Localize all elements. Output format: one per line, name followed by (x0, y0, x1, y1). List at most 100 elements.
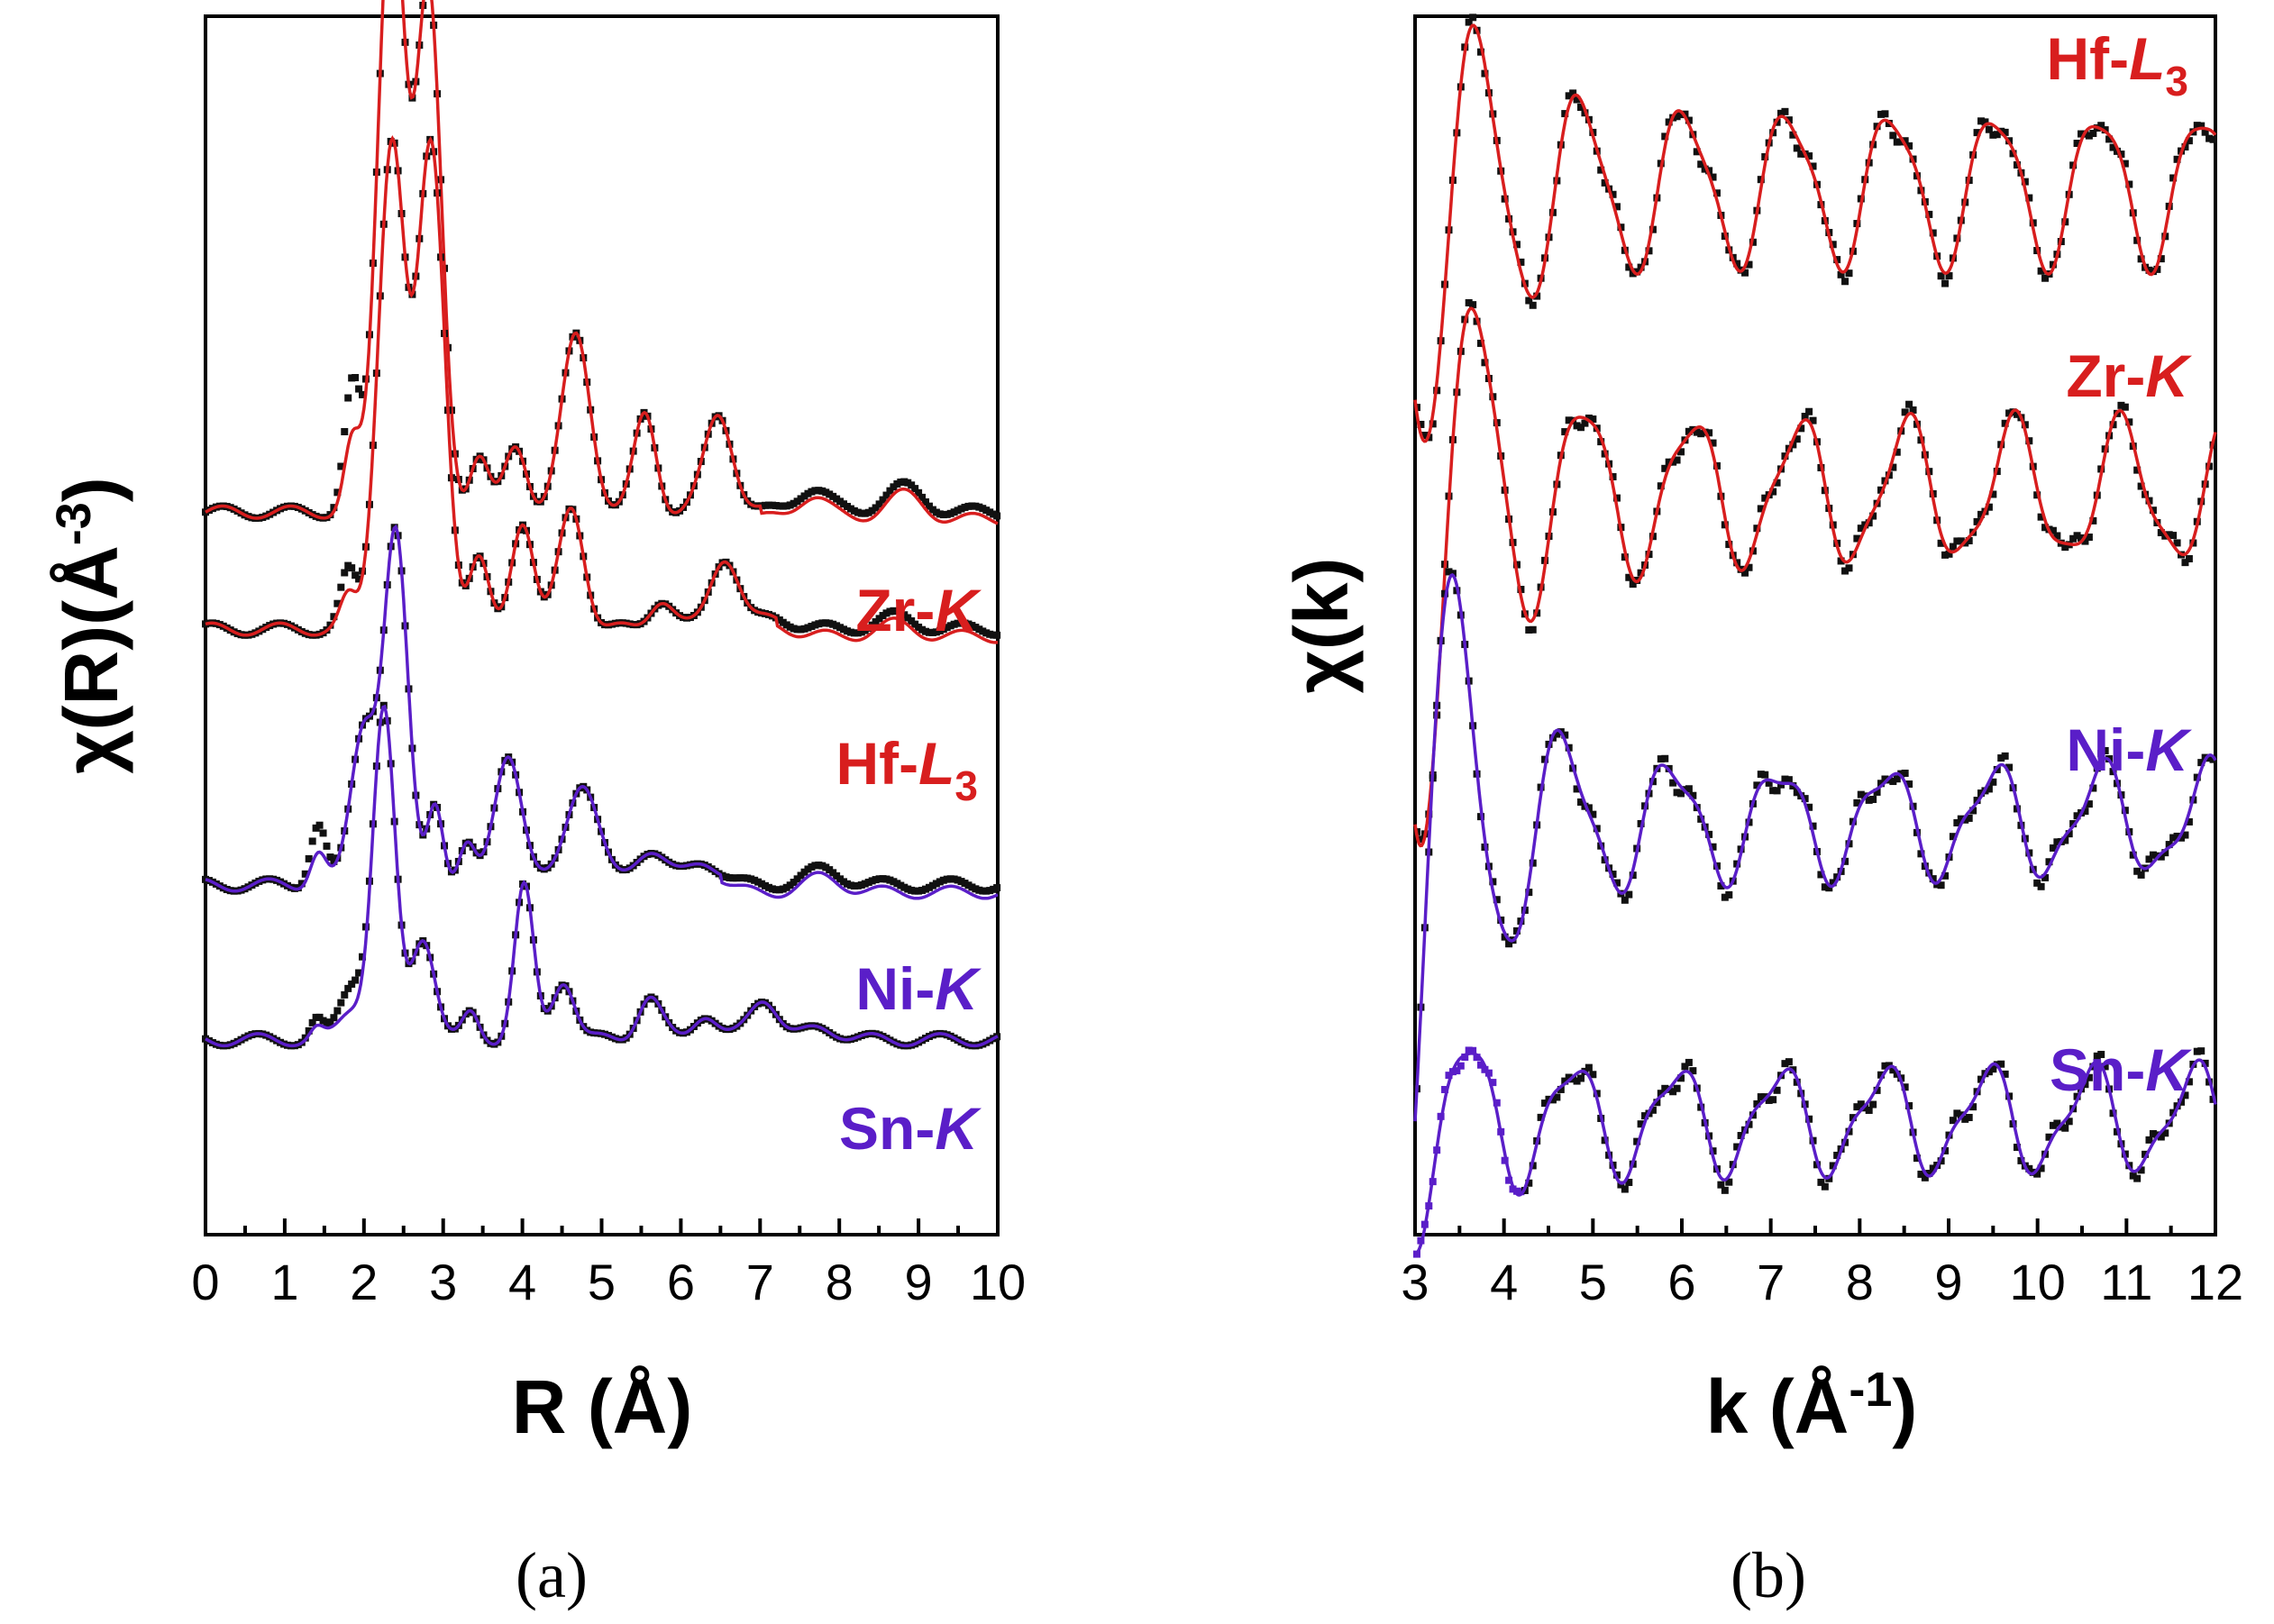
data-point (2097, 122, 2105, 130)
data-point (1473, 1054, 1481, 1062)
data-point (1705, 429, 1713, 437)
data-point (1781, 775, 1789, 783)
data-point (1457, 1062, 1465, 1070)
panel-b-x-tick-label: 11 (2100, 1254, 2152, 1310)
data-point (1937, 539, 1945, 547)
data-point (2001, 128, 2009, 136)
data-point (2053, 838, 2061, 846)
data-point (2181, 1091, 2189, 1099)
data-point (2045, 1133, 2053, 1141)
data-point (1869, 796, 1877, 804)
data-point (1493, 1099, 1501, 1107)
data-point (1937, 881, 1945, 890)
data-point (1745, 260, 1753, 269)
data-point (1917, 850, 1925, 858)
data-point (2049, 844, 2057, 852)
data-point (305, 854, 313, 862)
data-point (348, 980, 356, 988)
data-point (875, 500, 883, 508)
panel-a-x-tick-label: 0 (191, 1254, 219, 1310)
panel-a-x-tick-label: 5 (588, 1254, 616, 1310)
data-point (1712, 189, 1721, 197)
data-point (2065, 1118, 2073, 1126)
data-point (319, 829, 327, 837)
data-point (2178, 834, 2186, 842)
data-point (1573, 785, 1581, 793)
panel-a-x-tick-label: 9 (905, 1254, 933, 1310)
data-point (1681, 1063, 1689, 1071)
data-point (1625, 573, 1633, 581)
data-point (2197, 122, 2206, 130)
data-point (1525, 297, 1533, 305)
data-point (1589, 1071, 1597, 1079)
data-point (1989, 778, 1997, 786)
panel-b-y-axis-title: χ(k) (1279, 557, 1364, 693)
data-point (922, 497, 930, 506)
data-point (1553, 1093, 1561, 1101)
panel-a-series-label-Zr-K: Zr-K (855, 577, 982, 643)
data-point (993, 631, 1001, 639)
data-point (1797, 424, 1805, 433)
data-point (1625, 1178, 1633, 1186)
data-point (2081, 1081, 2089, 1089)
data-point (1849, 1114, 1857, 1122)
panel-a-fit-line-Zr-K (205, 0, 999, 525)
data-point (2173, 832, 2181, 840)
data-point (1557, 1085, 1565, 1093)
data-point (2149, 1129, 2157, 1137)
data-point (872, 504, 880, 512)
data-point (1629, 580, 1637, 588)
data-point (1609, 472, 1617, 480)
data-point (1893, 448, 1901, 456)
data-point (1565, 92, 1573, 100)
data-point (1973, 517, 1981, 525)
data-point (1417, 420, 1425, 428)
data-point (1837, 270, 1845, 278)
data-point (2109, 143, 2117, 151)
data-point (2185, 817, 2193, 826)
panel-a-x-tick-label: 8 (826, 1254, 854, 1310)
data-point (1685, 427, 1693, 435)
data-point (1949, 1117, 1957, 1125)
data-point (2001, 419, 2009, 427)
data-point (1781, 1060, 1789, 1068)
data-point (2105, 135, 2114, 143)
data-point (2121, 403, 2129, 411)
data-point (2165, 531, 2173, 539)
data-point (2089, 784, 2097, 792)
data-point (1953, 537, 1961, 545)
panel-a-fit-line-Sn-K (205, 704, 999, 1048)
data-point (1993, 131, 2001, 139)
data-point (1785, 1058, 1793, 1066)
data-point (1717, 881, 1725, 890)
data-point (1541, 755, 1549, 763)
data-point (1797, 150, 1805, 158)
data-point (1661, 1084, 1669, 1092)
data-point (915, 488, 923, 497)
data-point (2053, 532, 2061, 540)
data-point (1857, 1100, 1865, 1109)
data-point (1445, 568, 1453, 576)
data-point (1548, 1096, 1557, 1104)
data-point (1593, 825, 1601, 833)
data-point (1733, 1143, 1741, 1151)
data-point (2165, 841, 2173, 849)
data-point (1845, 564, 1853, 572)
data-point (1665, 118, 1673, 126)
panel-b-x-tick-label: 6 (1667, 1254, 1695, 1310)
data-point (2081, 537, 2089, 545)
data-point (1837, 557, 1845, 565)
data-point (2049, 526, 2057, 534)
data-point (1953, 818, 1961, 826)
panel-a-x-tick-label: 6 (667, 1254, 695, 1310)
data-point (1612, 879, 1621, 887)
panel-b-x-tick-label: 3 (1401, 1254, 1429, 1310)
panel-a-x-tick-label: 2 (350, 1254, 378, 1310)
data-point (1512, 1187, 1521, 1195)
data-point (1612, 203, 1621, 211)
data-point (2193, 773, 2201, 781)
data-point (2069, 534, 2078, 543)
data-point (1893, 775, 1901, 783)
panel-a-chart: 0 1 2 3 4 5 6 7 8 9 10 Zr-K Hf-L3 Ni-K Sn-K R (Å) χ(R… (47, 0, 1026, 1611)
data-point (1889, 1066, 1897, 1074)
